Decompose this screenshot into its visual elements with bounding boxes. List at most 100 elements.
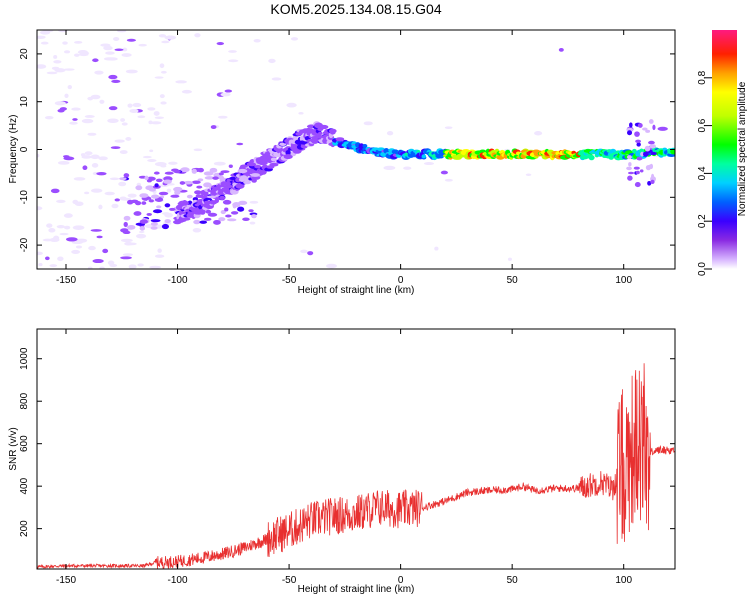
spectrogram-cell: [123, 173, 130, 178]
spectrogram-cell: [648, 119, 654, 124]
spectrogram-cell: [640, 151, 645, 157]
spectrogram-cell: [363, 121, 373, 126]
spectrogram-cell: [125, 137, 132, 141]
spectrogram-cell: [383, 165, 396, 171]
colorbar-tick-label: 0.0: [697, 262, 708, 276]
spectrogram-cell: [626, 155, 632, 160]
spectrogram-cell: [240, 175, 247, 179]
spectrogram-cell: [40, 30, 51, 35]
spectrogram-cell: [149, 265, 162, 269]
spectrogram-cell: [154, 183, 159, 188]
spectrogram-cell: [90, 154, 100, 160]
spectrogram-cell: [150, 221, 158, 226]
colorbar-tick-label: 0.8: [697, 70, 708, 84]
spectrogram-cell: [77, 50, 88, 55]
spectrogram-cell: [657, 126, 668, 131]
spectrogram-cell: [153, 111, 160, 116]
spectrogram-cell: [150, 121, 162, 125]
spectrogram-cell: [627, 175, 633, 181]
spectrogram-cell: [91, 163, 99, 168]
spectrogram-cell: [237, 206, 245, 212]
spectrogram-cell: [588, 154, 595, 161]
spectrogram-cell: [444, 126, 453, 129]
spectrogram-cell: [152, 209, 163, 214]
spectrogram-cell: [633, 166, 640, 170]
y-tick-label: 800: [19, 392, 30, 409]
spectrogram-cell: [166, 188, 172, 193]
spectrogram-ylabel: Frequency (Hz): [8, 115, 19, 184]
spectrogram-cell: [53, 235, 60, 241]
x-tick-label: 0: [398, 575, 404, 586]
spectrogram-cell: [120, 238, 133, 243]
spectrogram-cell: [440, 170, 448, 175]
x-tick-label: -100: [168, 275, 188, 286]
spectrogram-cell: [251, 178, 257, 183]
spectrogram-cell: [64, 93, 69, 98]
spectrogram-cell: [37, 153, 40, 158]
spectrogram-cell: [122, 47, 128, 52]
spectrogram-cell: [42, 238, 53, 242]
spectrogram-cell: [635, 139, 641, 143]
spectrogram-cell: [46, 71, 58, 75]
spectrogram-cells: [37, 30, 675, 269]
spectrogram-cell: [645, 129, 651, 133]
spectrogram-cell: [219, 195, 226, 200]
spectrogram-cell: [191, 168, 197, 174]
spectrogram-cell: [142, 155, 152, 159]
spectrogram-cell: [197, 167, 204, 173]
snr-plot-area: [37, 329, 675, 569]
spectrogram-cell: [629, 122, 633, 128]
spectrogram-cell: [156, 205, 162, 209]
x-tick-label: -100: [168, 575, 188, 586]
spectrogram-cell: [193, 219, 201, 225]
spectrogram-cell: [243, 180, 252, 185]
spectrogram-cell: [649, 144, 656, 149]
spectrogram-cell: [253, 39, 261, 43]
spectrogram-cell: [154, 116, 165, 120]
spectrogram-cell: [87, 132, 97, 136]
colorbar-tick-label: 0.6: [697, 118, 708, 132]
spectrogram-cell: [135, 185, 143, 191]
spectrogram-cell: [214, 198, 220, 204]
spectrogram-cell: [92, 259, 104, 264]
colorbar-tick-label: 0.4: [697, 166, 708, 180]
spectrogram-cell: [210, 125, 217, 130]
spectrogram-cell: [204, 217, 212, 221]
spectrogram-cell: [133, 211, 142, 216]
spectrogram-cell: [179, 181, 186, 185]
snr-ylabel: SNR (v/v): [8, 427, 19, 470]
spectrogram-cell: [164, 203, 171, 208]
spectrogram-cell: [94, 70, 104, 75]
spectrogram-cell: [248, 209, 254, 213]
spectrogram-cell: [126, 38, 136, 42]
spectrogram-cell: [71, 240, 83, 245]
spectrogram-cell: [224, 207, 229, 212]
spectrogram-cell: [627, 130, 633, 136]
spectrogram-cell: [108, 106, 118, 111]
spectrogram-cell: [114, 139, 125, 143]
spectrogram-cell: [84, 191, 90, 195]
spectrogram-cell: [121, 122, 128, 126]
spectrogram-cell: [247, 162, 257, 167]
spectrogram-cell: [125, 69, 138, 74]
spectrogram-cell: [194, 190, 202, 195]
spectrogram-cell: [525, 173, 532, 177]
spectrogram-cell: [197, 178, 204, 182]
spectrogram-cell: [209, 167, 218, 173]
spectrogram-cell: [236, 142, 244, 146]
spectrogram-cell: [335, 137, 345, 142]
snr-panel: -150 -100 -50 0 50 100 200 400 600 800 1000 Height…: [8, 328, 676, 595]
spectrogram-cell: [104, 191, 115, 196]
colorbar: 0.0 0.2 0.4 0.6 0.8 Normalized spectral ampl…: [697, 30, 748, 276]
spectrogram-cell: [63, 68, 75, 71]
spectrogram-cell: [96, 171, 107, 176]
spectrogram-cell: [228, 50, 237, 53]
spectrogram-cell: [99, 99, 105, 104]
spectrogram-cell: [124, 241, 133, 246]
spectrogram-cell: [102, 248, 109, 254]
spectrogram-cell: [224, 89, 233, 93]
spectrogram-cell: [173, 170, 181, 174]
spectrogram-cell: [203, 171, 214, 176]
spectrogram-cell: [90, 188, 103, 193]
spectrogram-cell: [188, 214, 194, 218]
